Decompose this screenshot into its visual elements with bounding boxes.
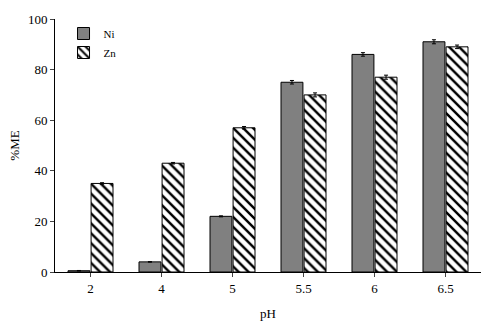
- svg-text:80: 80: [34, 62, 47, 77]
- svg-text:60: 60: [34, 113, 47, 128]
- svg-text:pH: pH: [260, 306, 276, 321]
- svg-text:%ME: %ME: [7, 130, 22, 160]
- svg-text:6.5: 6.5: [437, 281, 453, 296]
- svg-text:Ni: Ni: [104, 28, 115, 40]
- svg-text:4: 4: [158, 281, 165, 296]
- svg-text:40: 40: [34, 163, 47, 178]
- svg-text:100: 100: [28, 12, 48, 27]
- svg-text:Zn: Zn: [104, 47, 117, 59]
- svg-text:5: 5: [229, 281, 236, 296]
- svg-text:5.5: 5.5: [295, 281, 311, 296]
- svg-text:20: 20: [34, 214, 47, 229]
- svg-text:2: 2: [87, 281, 94, 296]
- svg-text:0: 0: [41, 265, 48, 280]
- svg-text:6: 6: [371, 281, 378, 296]
